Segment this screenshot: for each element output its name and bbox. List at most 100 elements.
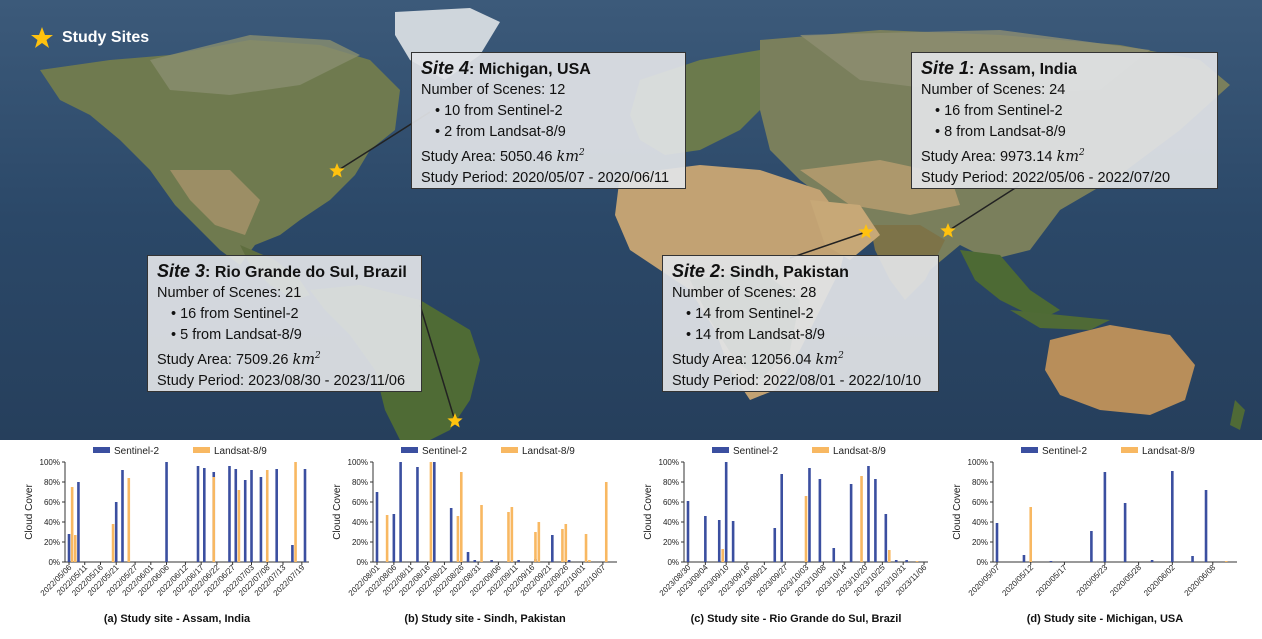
landsat-count: • 14 from Landsat-8/9 xyxy=(686,327,825,343)
bar xyxy=(894,560,898,562)
bar xyxy=(1022,555,1026,562)
bar xyxy=(884,514,888,562)
site2-leader xyxy=(789,231,867,259)
chart-title: (c) Study site - Rio Grande do Sul, Braz… xyxy=(691,613,902,625)
bar xyxy=(588,560,591,562)
bar xyxy=(507,512,510,562)
legend-swatch-sentinel xyxy=(1021,447,1038,453)
legend-label-landsat: Landsat-8/9 xyxy=(833,446,886,457)
australia xyxy=(1045,325,1195,415)
bar xyxy=(1049,561,1053,562)
site-header: Site 4: Michigan, USA xyxy=(421,58,591,78)
legend-label-sentinel: Sentinel-2 xyxy=(1042,446,1087,457)
y-tick-label: 40% xyxy=(44,518,60,527)
site2-info-box: Site 2: Sindh, Pakistan Number of Scenes… xyxy=(662,255,939,392)
y-axis-label: Cloud Cover xyxy=(952,484,963,540)
study-area: Study Area: 7509.26 km2 xyxy=(157,351,321,368)
cloud-cover-charts-panel: 0% 20% 40% 60% 80% 100% Cloud Cover 2022/05/06 2… xyxy=(7,440,1255,630)
y-tick-label: 20% xyxy=(972,538,988,547)
bar xyxy=(832,548,836,562)
sentinel-count: • 16 from Sentinel-2 xyxy=(171,306,299,322)
bar xyxy=(212,477,216,562)
site-header: Site 2: Sindh, Pakistan xyxy=(672,261,849,281)
study-period: Study Period: 2023/08/30 - 2023/11/06 xyxy=(157,372,406,389)
bar xyxy=(1150,560,1154,562)
bar xyxy=(375,492,379,562)
study-area: Study Area: 9973.14 km2 xyxy=(921,148,1085,165)
y-tick-label: 80% xyxy=(44,478,60,487)
y-axis-label: Cloud Cover xyxy=(332,484,343,540)
bar xyxy=(243,480,247,562)
y-tick-label: 100% xyxy=(659,458,679,467)
bar xyxy=(724,462,728,562)
y-tick-label: 80% xyxy=(352,478,368,487)
legend-label-sentinel: Sentinel-2 xyxy=(422,446,467,457)
legend-swatch-landsat xyxy=(501,447,518,453)
bar xyxy=(731,521,735,562)
bar xyxy=(874,479,877,562)
y-tick-label: 100% xyxy=(40,458,60,467)
site4-info-box: Site 4: Michigan, USA Number of Scenes: … xyxy=(411,52,686,189)
bar xyxy=(804,496,808,562)
landsat-count: • 2 from Landsat-8/9 xyxy=(435,124,566,140)
x-tick-label: 2020/05/12 xyxy=(1000,563,1035,598)
bar xyxy=(429,462,433,562)
y-axis-label: Cloud Cover xyxy=(643,484,654,540)
bar xyxy=(456,516,460,562)
bar xyxy=(466,552,470,562)
bar xyxy=(265,470,269,562)
y-tick-label: 40% xyxy=(972,518,988,527)
y-tick-label: 60% xyxy=(972,498,988,507)
bar xyxy=(860,476,863,562)
bar xyxy=(561,529,564,562)
bar xyxy=(275,469,278,562)
southeast-asia xyxy=(960,250,1060,320)
bar xyxy=(111,524,115,562)
bar xyxy=(473,560,477,562)
site1-info-box: Site 1: Assam, India Number of Scenes: 2… xyxy=(911,52,1218,189)
bar xyxy=(459,472,463,562)
chart-title: (a) Study site - Assam, India xyxy=(104,613,251,625)
x-tick-label: 2020/05/07 xyxy=(967,563,1002,598)
bar xyxy=(203,468,206,562)
bar xyxy=(510,507,514,562)
bar xyxy=(449,508,453,562)
bar xyxy=(1204,490,1208,562)
bar xyxy=(808,468,811,562)
bar xyxy=(915,561,919,562)
y-tick-label: 80% xyxy=(972,478,988,487)
bar xyxy=(196,466,200,562)
bar xyxy=(721,549,725,562)
north-america-southwest xyxy=(170,170,260,235)
bar xyxy=(399,462,402,562)
bar xyxy=(77,482,80,562)
study-area: Study Area: 5050.46 km2 xyxy=(421,148,585,165)
bar xyxy=(517,560,520,562)
legend-swatch-landsat xyxy=(812,447,829,453)
bar xyxy=(905,560,908,562)
bar xyxy=(534,532,537,562)
bar xyxy=(490,560,493,562)
bar xyxy=(121,470,124,562)
bar xyxy=(165,462,168,562)
site-header: Site 1: Assam, India xyxy=(921,58,1077,78)
bar xyxy=(1123,503,1127,562)
bar xyxy=(551,535,554,562)
bar xyxy=(1171,471,1174,562)
bar xyxy=(818,479,822,562)
x-tick-label: 2020/06/02 xyxy=(1142,563,1177,598)
site1-star-icon xyxy=(940,223,956,238)
y-tick-label: 0% xyxy=(48,558,60,567)
sentinel-count: • 14 from Sentinel-2 xyxy=(686,306,814,322)
bar xyxy=(294,462,297,562)
legend-label-sentinel: Sentinel-2 xyxy=(733,446,778,457)
bar xyxy=(995,523,999,562)
study-area: Study Area: 12056.04 km2 xyxy=(672,351,844,368)
x-tick-label: 2020/06/08 xyxy=(1183,563,1218,598)
y-tick-label: 100% xyxy=(968,458,988,467)
y-tick-label: 0% xyxy=(356,558,368,567)
north-america-north xyxy=(150,35,360,95)
site2-star-icon xyxy=(858,224,874,239)
study-period: Study Period: 2022/05/06 - 2022/07/20 xyxy=(921,169,1171,186)
study-period: Study Period: 2020/05/07 - 2020/06/11 xyxy=(421,169,670,186)
